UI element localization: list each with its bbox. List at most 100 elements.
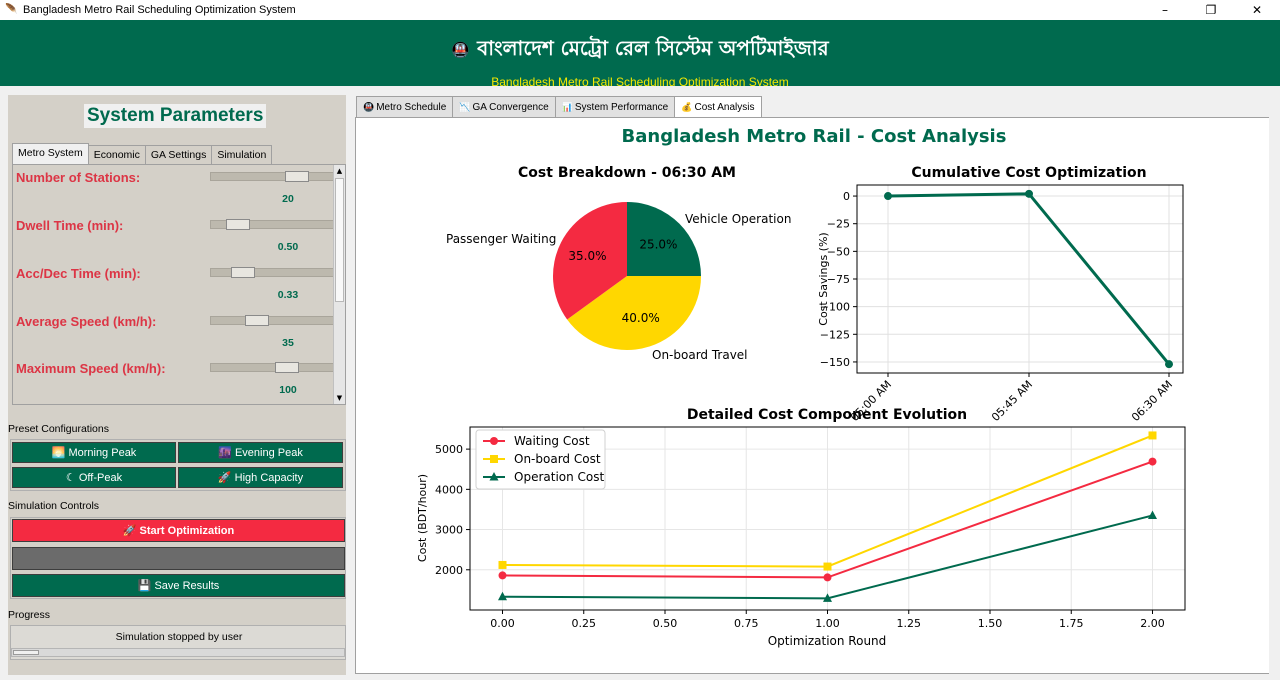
header-title-bn-text: বাংলাদেশ মেট্রো রেল সিস্টেম অপটিমাইজার [477, 36, 829, 60]
param-label: Dwell Time (min): [16, 218, 124, 233]
data-point [1165, 360, 1173, 369]
preset-evening-peak-button[interactable]: 🌆 Evening Peak [178, 442, 343, 463]
x-tick-label: 0.75 [734, 617, 759, 630]
data-point [498, 560, 507, 569]
y-axis-label: Cost Savings (%) [817, 232, 830, 325]
chart-icon: 📉 [459, 102, 471, 112]
tab-label: System Performance [574, 102, 669, 113]
controls-section-title: Simulation Controls [8, 500, 100, 512]
x-tick-label: 05:45 AM [989, 378, 1035, 424]
slider-thumb[interactable] [225, 219, 250, 230]
scroll-down-icon[interactable]: ▼ [336, 394, 343, 402]
param-value: 20 [282, 193, 294, 205]
save-label: Save Results [154, 580, 220, 592]
slider-thumb[interactable] [230, 267, 255, 278]
y-tick-label: −75 [827, 273, 850, 286]
pie-value-label: 40.0% [622, 311, 660, 325]
param-value: 35 [282, 337, 294, 349]
x-tick-label: 1.25 [897, 617, 922, 630]
right-scrollbar[interactable] [1269, 96, 1277, 674]
plot-frame [469, 426, 1186, 611]
train-icon: 🚇 [363, 102, 375, 112]
plot-frame [856, 184, 1184, 374]
scroll-thumb[interactable] [335, 178, 344, 302]
x-tick-label: 06:30 AM [1129, 378, 1175, 424]
parameter-tabs: Metro System Economic GA Settings Simula… [12, 143, 273, 165]
sunset-icon: 🌆 [218, 447, 232, 459]
tab-system-performance[interactable]: 📊 System Performance [554, 96, 676, 117]
x-tick-label: 0.00 [490, 617, 515, 630]
progress-group: Simulation stopped by user [10, 625, 346, 660]
param-value: 100 [279, 384, 297, 396]
slider-thumb[interactable] [245, 315, 270, 326]
pie-value-label: 35.0% [568, 249, 606, 263]
progress-fill [13, 650, 40, 655]
money-icon: 💰 [681, 102, 693, 112]
close-button[interactable]: ✕ [1251, 3, 1263, 17]
detailed-chart: Detailed Cost Component Evolution 0.00 0.2… [416, 407, 1186, 648]
y-tick-label: −25 [827, 218, 850, 231]
slider-thumb[interactable] [284, 171, 309, 182]
pie-title: Cost Breakdown - 06:30 AM [518, 165, 736, 181]
x-tick-label: 2.00 [1140, 617, 1165, 630]
preset-group: 🌅 Morning Peak 🌆 Evening Peak ☾ Off-Peak… [10, 439, 346, 491]
data-point [498, 591, 507, 601]
pie-chart: Cost Breakdown - 06:30 AM 25.0% Vehicle Op… [446, 165, 791, 362]
data-point [823, 593, 832, 602]
cost-analysis-panel: Bangladesh Metro Rail - Cost Analysis Co… [355, 117, 1273, 674]
pie-category-label: Vehicle Operation [685, 212, 791, 226]
slider-thumb[interactable] [274, 362, 299, 373]
param-slider[interactable] [210, 171, 334, 182]
preset-high-capacity-button[interactable]: 🚀 High Capacity [178, 467, 343, 488]
param-slider[interactable] [210, 362, 334, 373]
tab-ga-convergence[interactable]: 📉 GA Convergence [452, 96, 556, 117]
sunrise-icon: 🌅 [51, 447, 66, 459]
start-optimization-button[interactable]: 🚀 Start Optimization [12, 519, 345, 542]
data-point [884, 192, 892, 201]
start-label: Start Optimization [139, 525, 235, 537]
param-slider[interactable] [210, 219, 334, 230]
data-point [823, 562, 832, 571]
x-tick-label: 1.75 [1059, 617, 1084, 630]
param-slider[interactable] [210, 267, 334, 278]
tab-cost-analysis[interactable]: 💰 Cost Analysis [674, 96, 762, 117]
cumulative-chart: Cumulative Cost Optimization 0 −25 −50 −75 −1… [817, 165, 1184, 424]
param-value: 0.50 [277, 241, 299, 253]
maximize-button[interactable]: ❐ [1205, 3, 1217, 17]
legend-label: Operation Cost [514, 470, 605, 484]
tab-metro-schedule[interactable]: 🚇 Metro Schedule [356, 96, 454, 117]
param-label: Average Speed (km/h): [16, 314, 157, 329]
preset-off-peak-button[interactable]: ☾ Off-Peak [12, 467, 176, 488]
x-tick-label: 1.00 [815, 617, 840, 630]
x-tick-label: 1.50 [978, 617, 1003, 630]
tab-simulation[interactable]: Simulation [211, 145, 273, 164]
legend-label: On-board Cost [514, 452, 601, 466]
preset-label: Morning Peak [68, 447, 137, 459]
minimize-button[interactable]: – [1162, 3, 1168, 17]
y-tick-label: 4000 [435, 483, 463, 496]
tab-label: Cost Analysis [694, 102, 755, 113]
scroll-up-icon[interactable]: ▲ [336, 167, 343, 175]
preset-label: Off-Peak [78, 472, 123, 484]
tab-metro-system[interactable]: Metro System [12, 143, 89, 164]
param-label: Maximum Speed (km/h): [16, 361, 166, 376]
tab-economic[interactable]: Economic [87, 145, 146, 164]
rocket-icon: 🚀 [122, 525, 137, 537]
stop-button[interactable] [12, 547, 345, 570]
param-slider[interactable] [210, 315, 334, 326]
feather-icon: 🪶 [5, 4, 18, 15]
y-tick-label: 3000 [435, 524, 463, 537]
tab-ga-settings[interactable]: GA Settings [144, 145, 213, 164]
pie-slice [553, 202, 627, 320]
x-axis-label: Optimization Round [768, 634, 887, 648]
preset-morning-peak-button[interactable]: 🌅 Morning Peak [12, 442, 176, 463]
params-scrollbar[interactable]: ▲ ▼ [333, 165, 345, 404]
window-controls: – ❐ ✕ [1142, 0, 1280, 20]
data-point [490, 455, 498, 463]
tab-label: GA Convergence [472, 102, 549, 113]
header-title-bn: 🚇 বাংলাদেশ মেট্রো রেল সিস্টেম অপটিমাইজার [0, 34, 1280, 67]
pie-category-label: Passenger Waiting [446, 232, 556, 246]
pie-slice [567, 276, 701, 350]
legend-box [475, 429, 606, 490]
save-results-button[interactable]: 💾 Save Results [12, 574, 345, 597]
